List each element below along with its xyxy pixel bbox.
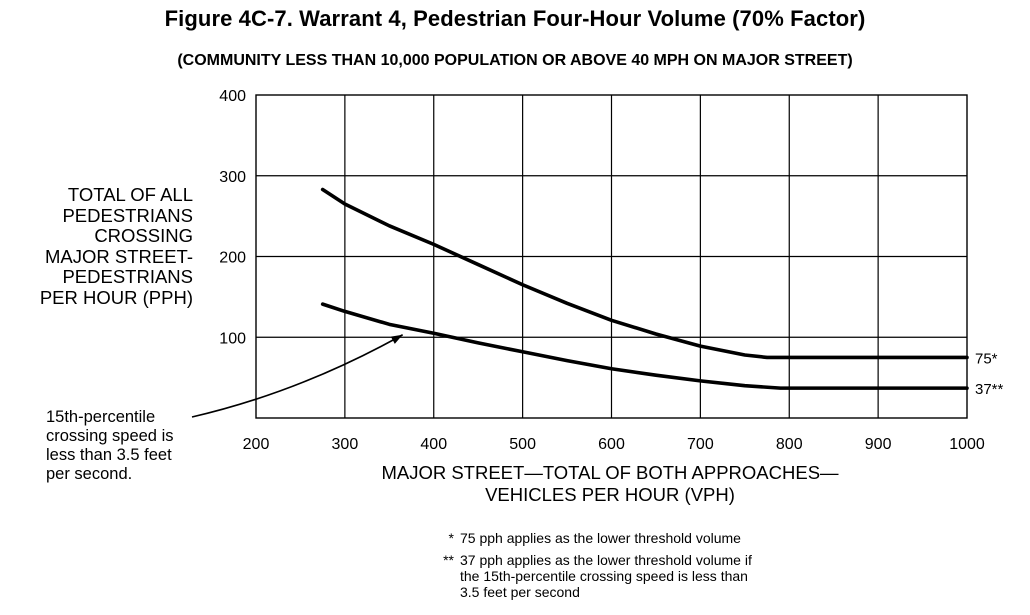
annotation-arrowhead [390, 334, 403, 344]
x-tick-label: 300 [332, 436, 359, 453]
x-tick-label: 600 [598, 436, 625, 453]
footnote-mark: * [448, 530, 454, 546]
x-tick-label: 800 [776, 436, 803, 453]
plot-frame [255, 94, 968, 419]
chart-title: Figure 4C-7. Warrant 4, Pedestrian Four-… [164, 6, 866, 31]
annotation-line: less than 3.5 feet [46, 446, 172, 464]
y-axis-label-line: MAJOR STREET- [44, 245, 193, 267]
annotation-line: 15th-percentile [46, 408, 156, 426]
footnote-line: 3.5 feet per second [460, 584, 580, 600]
x-axis-label-line: MAJOR STREET—TOTAL OF BOTH APPROACHES— [381, 462, 839, 483]
y-axis-label-line: CROSSING [94, 225, 193, 246]
x-axis-label: MAJOR STREET—TOTAL OF BOTH APPROACHES— V… [250, 462, 970, 506]
footnote-text: 37 pph applies as the lower threshold vo… [460, 552, 752, 600]
y-axis-label-line: PEDESTRIANS [62, 204, 193, 226]
annotation-text: 15th-percentile crossing speed is less t… [46, 408, 216, 484]
chart-subtitle: (COMMUNITY LESS THAN 10,000 POPULATION O… [177, 52, 853, 69]
footnote-text: 75 pph applies as the lower threshold vo… [460, 530, 741, 546]
y-tick-label: 200 [219, 250, 246, 267]
y-tick-label: 400 [219, 88, 246, 105]
series-line [320, 187, 969, 360]
annotation-line: per second. [46, 465, 133, 483]
y-axis-label-line: PER HOUR (PPH) [39, 286, 193, 308]
y-axis-label-line: PEDESTRIANS [62, 266, 193, 287]
x-tick-label: 400 [420, 436, 447, 453]
annotation-line: crossing speed is [46, 427, 174, 445]
footnotes: * 75 pph applies as the lower threshold … [418, 530, 752, 606]
series-line [320, 302, 969, 390]
footnote: ** 37 pph applies as the lower threshold… [418, 552, 752, 600]
series-end-label: 75* [975, 350, 998, 367]
series-end-label: 37** [975, 381, 1004, 398]
x-tick-label: 500 [509, 436, 536, 453]
x-tick-label: 200 [243, 436, 270, 453]
x-tick-label: 1000 [949, 436, 985, 453]
footnote-mark: ** [443, 552, 454, 568]
x-tick-label: 700 [687, 436, 714, 453]
x-axis-label-line: VEHICLES PER HOUR (VPH) [485, 484, 735, 505]
y-tick-label: 300 [219, 169, 246, 186]
footnote-line: 75 pph applies as the lower threshold vo… [460, 530, 741, 546]
footnote: * 75 pph applies as the lower threshold … [418, 530, 752, 546]
y-tick-label: 100 [219, 330, 246, 347]
x-tick-label: 900 [865, 436, 892, 453]
footnote-line: 37 pph applies as the lower threshold vo… [460, 552, 752, 568]
footnote-line: the 15th-percentile crossing speed is le… [460, 568, 748, 584]
y-axis-label-line: TOTAL OF ALL [67, 184, 193, 205]
y-axis-label: TOTAL OF ALL PEDESTRIANS CROSSING MAJOR … [0, 184, 193, 308]
annotation-arrow [191, 334, 404, 418]
